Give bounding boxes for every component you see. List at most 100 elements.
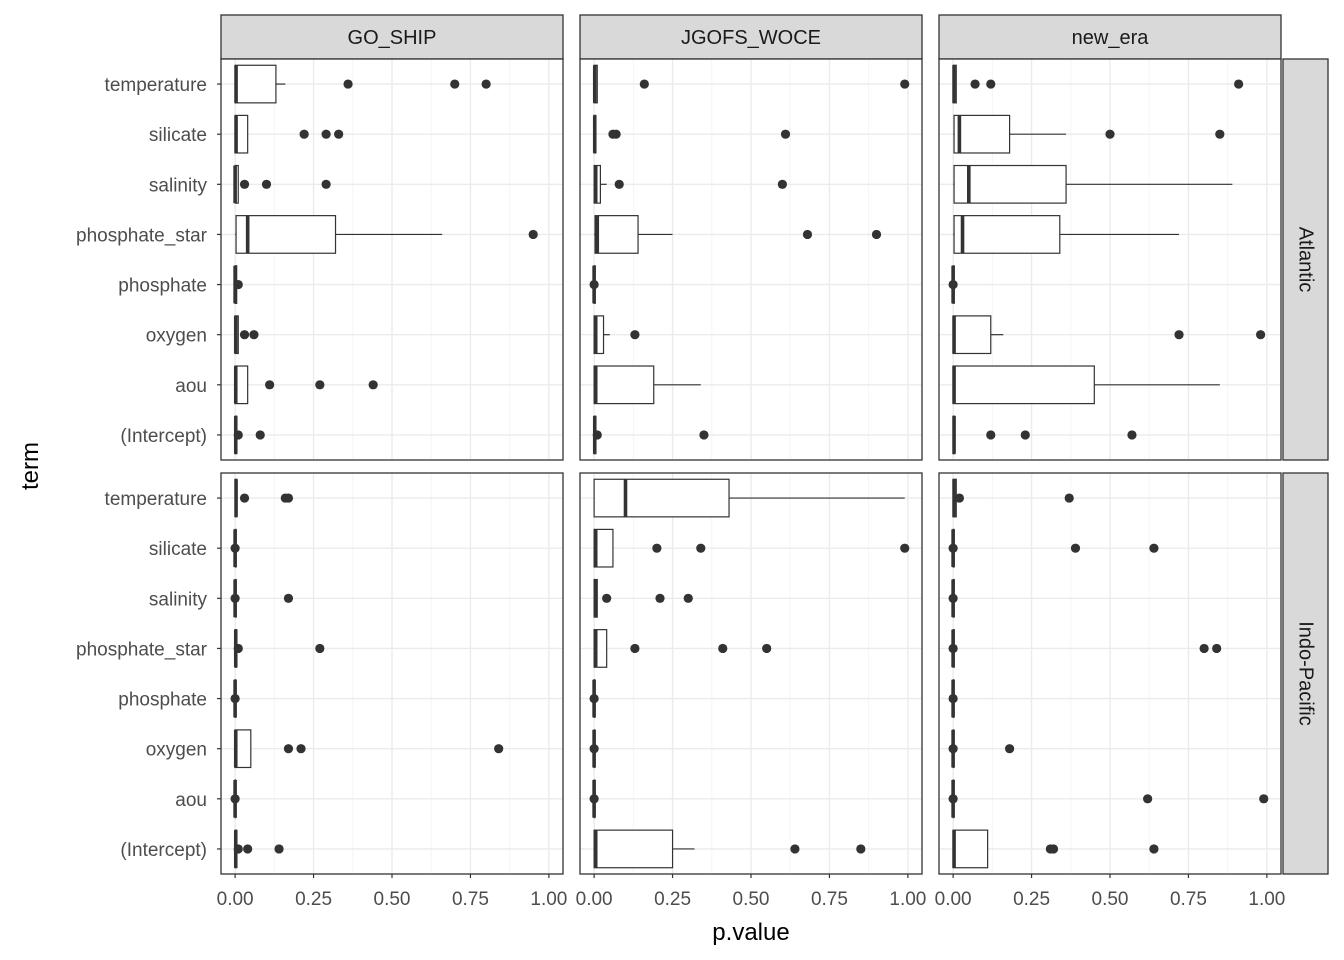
box-phosphate xyxy=(230,679,240,718)
outlier-point xyxy=(321,179,331,189)
x-axis-title: p.value xyxy=(712,919,789,946)
box-phosphate-star xyxy=(948,629,1222,668)
x-tick-label: 1.00 xyxy=(1248,889,1285,910)
outlier-point xyxy=(948,794,958,804)
outlier-point xyxy=(589,693,599,704)
outlier-point xyxy=(239,493,250,503)
outlier-point xyxy=(296,744,306,754)
outlier-point xyxy=(780,129,791,139)
box-phosphate-star xyxy=(233,629,325,668)
panel-border xyxy=(579,58,923,461)
box-intercept xyxy=(952,415,1137,455)
y-tick-label: oxygen xyxy=(146,740,207,761)
box-phosphate xyxy=(589,679,599,718)
facet-strip-new-era xyxy=(938,14,1282,60)
box-intercept xyxy=(593,829,866,869)
outlier-point xyxy=(948,693,958,704)
box-aou xyxy=(589,779,599,819)
facet-strip-label-new-era: new_era xyxy=(1072,27,1150,49)
box-phosphate-star xyxy=(593,629,772,668)
y-tick-label: aou xyxy=(175,376,207,397)
box-temperature xyxy=(234,478,294,518)
outlier-point xyxy=(1234,79,1244,89)
box-intercept xyxy=(233,829,284,869)
outlier-point xyxy=(1020,430,1030,440)
outlier-point xyxy=(233,844,243,854)
x-tick-label: 1.00 xyxy=(530,889,567,910)
outlier-point xyxy=(948,279,958,290)
outlier-point xyxy=(630,643,640,654)
y-tick-label: phosphate xyxy=(118,690,207,711)
x-tick-label: 1.00 xyxy=(889,889,926,910)
facet-strip-label-indo-pacific: Indo-Pacific xyxy=(1295,621,1317,726)
outlier-point xyxy=(900,79,910,89)
y-tick-label: silicate xyxy=(149,539,207,560)
box-oxygen xyxy=(593,315,640,355)
x-tick-label: 0.50 xyxy=(374,889,411,910)
box-phosphate xyxy=(233,265,243,304)
outlier-point xyxy=(1143,794,1153,804)
outlier-point xyxy=(261,179,272,189)
box-temperature xyxy=(952,64,1244,104)
box-intercept xyxy=(952,829,1159,869)
x-tick-label: 0.25 xyxy=(295,889,332,910)
box-silicate xyxy=(592,114,791,154)
outlier-point xyxy=(274,844,284,854)
outlier-point xyxy=(1256,330,1266,340)
box-body xyxy=(594,215,639,254)
outlier-point xyxy=(315,380,325,390)
box-phosphate xyxy=(948,679,958,718)
outlier-point xyxy=(900,543,910,553)
outlier-point xyxy=(249,330,259,340)
panel-indo-pacific-new-era xyxy=(938,472,1282,875)
outlier-point xyxy=(602,593,612,603)
panel-border xyxy=(938,58,1282,461)
box-salinity xyxy=(953,164,1233,204)
outlier-point xyxy=(948,744,958,754)
outlier-point xyxy=(343,79,353,89)
y-tick-label: (Intercept) xyxy=(120,426,207,447)
x-tick-label: 0.25 xyxy=(654,889,691,910)
box-body xyxy=(593,829,674,869)
box-temperature xyxy=(592,64,910,104)
box-aou xyxy=(593,365,701,405)
box-salinity xyxy=(230,578,294,618)
facet-panels: GO_SHIP JGOFS_WOCE new_era Atlantic Indo-Pac… xyxy=(76,14,1329,910)
outlier-point xyxy=(1199,643,1209,654)
panel-border xyxy=(220,58,564,461)
outlier-point xyxy=(948,543,958,553)
outlier-point xyxy=(790,844,800,854)
box-body xyxy=(952,365,1095,405)
outlier-point xyxy=(802,229,813,240)
box-body xyxy=(593,365,655,405)
outlier-point xyxy=(611,129,621,139)
outlier-point xyxy=(283,493,294,503)
outlier-point xyxy=(230,794,240,804)
box-temperature xyxy=(952,478,1074,518)
outlier-point xyxy=(589,279,599,290)
box-phosphate xyxy=(948,265,958,304)
facet-strip-go-ship xyxy=(220,14,564,60)
outlier-point xyxy=(718,643,728,654)
box-body xyxy=(234,64,277,104)
outlier-point xyxy=(683,593,693,603)
outlier-point xyxy=(1004,744,1015,754)
box-salinity xyxy=(593,164,787,204)
outlier-point xyxy=(494,744,504,754)
y-tick-label: phosphate_star xyxy=(76,225,208,246)
box-silicate xyxy=(230,528,240,568)
outlier-point xyxy=(856,844,866,854)
outlier-point xyxy=(589,794,599,804)
facet-strip-indo-pacific xyxy=(1282,472,1329,875)
y-tick-label: oxygen xyxy=(146,326,207,347)
outlier-point xyxy=(450,79,460,89)
outlier-point xyxy=(970,79,980,89)
outlier-point xyxy=(1215,129,1225,139)
y-tick-label: phosphate xyxy=(118,276,207,297)
box-silicate xyxy=(234,114,344,154)
facet-strip-atlantic xyxy=(1282,58,1329,461)
box-intercept xyxy=(592,415,709,455)
x-tick-label: 0.25 xyxy=(1013,889,1050,910)
outlier-point xyxy=(639,79,649,89)
